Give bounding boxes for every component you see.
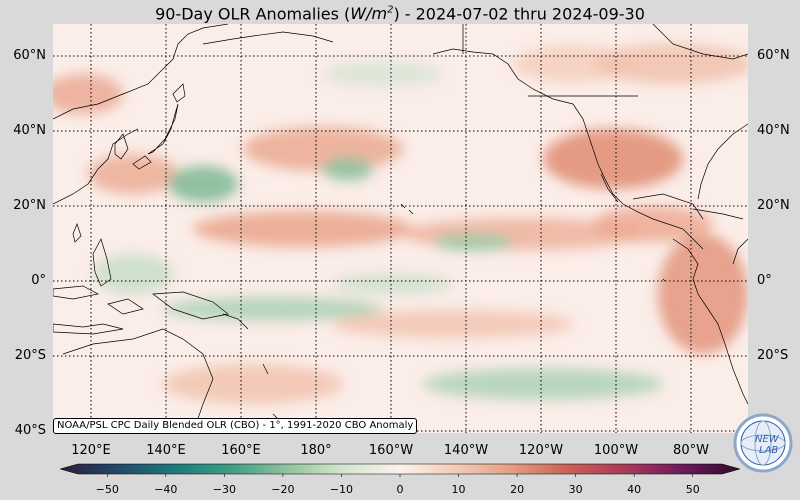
lat-label-40s-left: 40°S bbox=[14, 423, 46, 438]
colorbar-tick-label: 30 bbox=[569, 483, 583, 496]
colorbar-tick-label: 20 bbox=[510, 483, 524, 496]
lon-label-160w: 160°W bbox=[368, 443, 414, 458]
olr-anomaly-map bbox=[53, 24, 748, 433]
colorbar-tick-label: −20 bbox=[271, 483, 294, 496]
nevlab-logo: NEW LAB bbox=[733, 413, 793, 473]
colorbar-tick-label: 10 bbox=[452, 483, 466, 496]
title-prefix: 90-Day OLR Anomalies ( bbox=[155, 4, 351, 24]
colorbar-tick-label: −50 bbox=[96, 483, 119, 496]
coastlines bbox=[53, 24, 748, 433]
lat-label-40n-right: 40°N bbox=[757, 123, 790, 138]
lat-label-20s-left: 20°S bbox=[14, 348, 46, 363]
title-unit-base: W/m bbox=[350, 4, 388, 24]
colorbar-ticks: −50 −40 −30 −20 −10 0 10 20 30 40 50 bbox=[96, 474, 700, 496]
lat-label-20n-right: 20°N bbox=[757, 198, 790, 213]
lat-label-20s-right: 20°S bbox=[757, 348, 789, 363]
lon-label-100w: 100°W bbox=[593, 443, 639, 458]
colorbar-tick-label: 0 bbox=[397, 483, 404, 496]
title-unit: W/m2 bbox=[350, 4, 393, 23]
data-source-caption: NOAA/PSL CPC Daily Blended OLR (CBO) - 1… bbox=[53, 418, 418, 434]
colorbar-tick-label: −30 bbox=[213, 483, 236, 496]
colorbar-tick-label: 50 bbox=[686, 483, 700, 496]
title-unit-exponent: 2 bbox=[387, 5, 394, 16]
lon-label-140e: 140°E bbox=[146, 443, 186, 458]
logo-text-bottom: LAB bbox=[759, 445, 778, 456]
map-title: 90-Day OLR Anomalies (W/m2) - 2024-07-02… bbox=[0, 0, 800, 24]
lat-label-20n-left: 20°N bbox=[13, 198, 46, 213]
lat-label-60n-right: 60°N bbox=[757, 48, 790, 63]
colorbar-tick-label: 40 bbox=[627, 483, 641, 496]
logo-text-top: NEW bbox=[755, 434, 780, 445]
colorbar: −50 −40 −30 −20 −10 0 10 20 30 40 50 bbox=[60, 463, 740, 496]
lat-label-0-right: 0° bbox=[757, 273, 772, 288]
lat-label-0-left: 0° bbox=[31, 273, 46, 288]
graticule bbox=[53, 24, 748, 433]
colorbar-bar bbox=[60, 463, 740, 475]
lon-label-160e: 160°E bbox=[221, 443, 261, 458]
lat-label-40n-left: 40°N bbox=[13, 123, 46, 138]
lon-label-140w: 140°W bbox=[443, 443, 489, 458]
lon-label-180: 180° bbox=[300, 443, 332, 458]
colorbar-tick-label: −10 bbox=[330, 483, 353, 496]
lon-label-80w: 80°W bbox=[673, 443, 709, 458]
lat-label-60n-left: 60°N bbox=[13, 48, 46, 63]
anomaly-field bbox=[53, 44, 748, 404]
lon-label-120e: 120°E bbox=[71, 443, 111, 458]
colorbar-tick-label: −40 bbox=[154, 483, 177, 496]
lon-label-120w: 120°W bbox=[518, 443, 564, 458]
title-suffix: ) - 2024-07-02 thru 2024-09-30 bbox=[393, 4, 645, 24]
